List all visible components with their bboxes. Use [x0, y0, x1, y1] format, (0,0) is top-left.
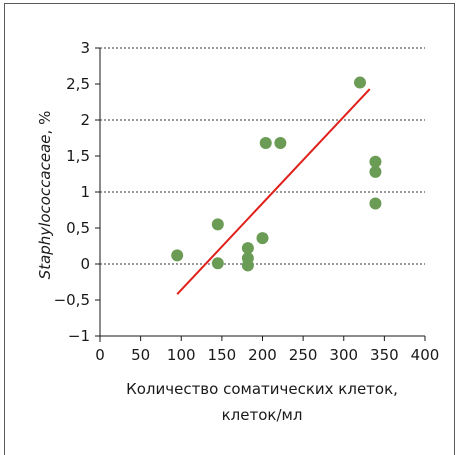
x-axis-title-line2: клеток/мл — [222, 406, 303, 424]
data-point — [256, 232, 269, 245]
y-tick-label: 3 — [80, 39, 90, 57]
data-points — [171, 76, 382, 272]
y-tick-label: 1,5 — [66, 147, 90, 165]
y-tick-label: 1 — [80, 183, 90, 201]
data-point — [171, 249, 184, 262]
x-axis-title-line1: Количество соматических клеток, — [126, 380, 398, 398]
data-point — [241, 242, 254, 255]
data-point — [369, 165, 382, 178]
y-tick-label: −0,5 — [54, 291, 90, 309]
y-ticks: −1 −0,5 0 0,5 1 1,5 2 2,5 3 — [54, 39, 100, 345]
data-point — [369, 155, 382, 168]
data-point — [211, 257, 224, 270]
y-tick-label: −1 — [68, 327, 90, 345]
chart-frame — [4, 3, 455, 455]
y-axis-title-italic: Staphylococcaceae — [36, 134, 54, 279]
y-tick-label: 2,5 — [66, 75, 90, 93]
y-tick-label: 2 — [80, 111, 90, 129]
data-point — [274, 137, 287, 150]
x-tick-label: 400 — [411, 346, 440, 364]
x-tick-label: 350 — [370, 346, 399, 364]
x-tick-label: 100 — [167, 346, 196, 364]
y-axis-title: Staphylococcaceae, % — [36, 111, 54, 280]
data-point — [369, 197, 382, 210]
y-tick-label: 0 — [80, 255, 90, 273]
data-point — [241, 259, 254, 272]
y-tick-label: 0,5 — [66, 219, 90, 237]
x-tick-label: 0 — [95, 346, 105, 364]
x-tick-label: 250 — [289, 346, 318, 364]
data-point — [259, 137, 272, 150]
data-point — [211, 218, 224, 231]
x-tick-label: 150 — [208, 346, 237, 364]
axes — [99, 48, 425, 342]
x-tick-label: 300 — [329, 346, 358, 364]
x-tick-label: 200 — [248, 346, 277, 364]
data-point — [354, 76, 366, 89]
trendline — [176, 88, 371, 295]
y-axis-title-suffix: , % — [36, 111, 54, 135]
x-ticks: 0 50 100 150 200 250 300 350 400 — [95, 336, 439, 364]
x-tick-label: 50 — [131, 346, 150, 364]
